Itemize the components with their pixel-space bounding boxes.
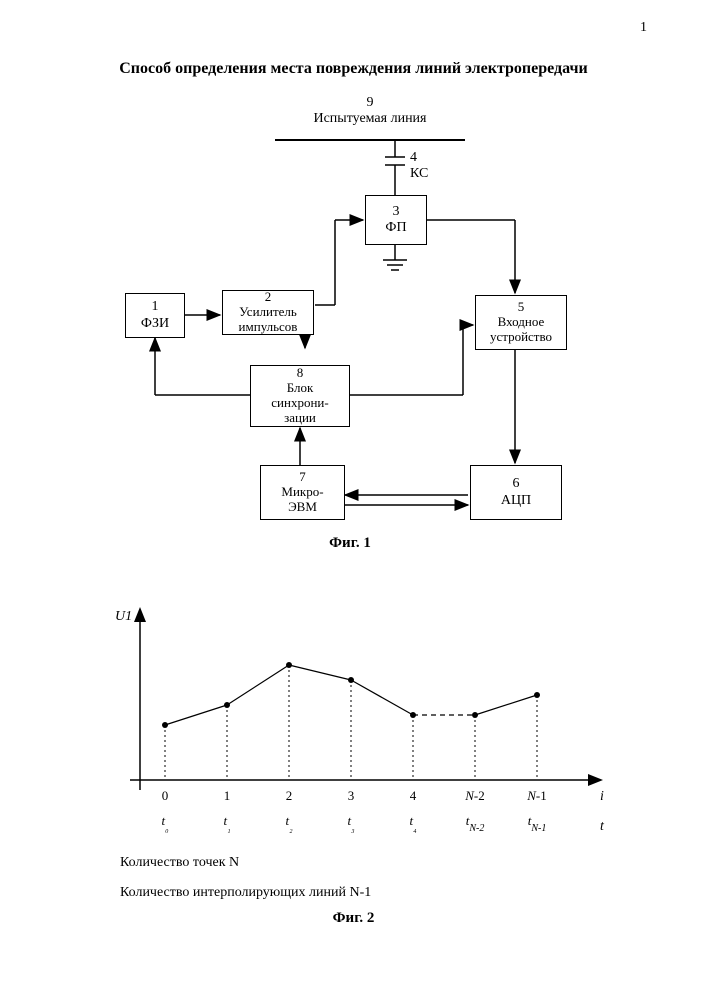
block8-num: 8 [253,366,347,381]
svg-text:4: 4 [410,788,417,803]
figure-2: U1 i t 01234N-2N-1t₀t₁t₂t₃t₄tN-2tN-1 Кол… [100,600,620,860]
block7: 7 Микро- ЭВМ [260,465,345,520]
block6: 6 АЦП [470,465,562,520]
block5-num: 5 [478,300,564,315]
svg-text:t₂: t₂ [285,813,293,834]
svg-text:tN-1: tN-1 [528,813,547,834]
page-number: 1 [640,20,647,36]
fig2-chart: U1 i t 0 1 2 3 4 N-2 N-1 t₀ t₁ t₂ t₃ t₄ tN-2 tN-1 [100,600,620,860]
page: 1 Способ определения места повреждения л… [0,0,707,1000]
block7-text: Микро- ЭВМ [263,485,342,515]
svg-text:0: 0 [162,788,169,803]
svg-text:1: 1 [224,788,231,803]
svg-text:t₃: t₃ [347,813,355,834]
svg-text:t₁: t₁ [223,813,230,834]
block2: 2 Усилитель импульсов [222,290,314,335]
block6-num: 6 [473,476,559,492]
svg-text:t₄: t₄ [409,813,417,834]
y-axis-label: U1 [115,609,132,624]
x-axis-label-i: i [600,789,604,804]
block3-text: ФП [368,220,424,236]
block1-text: ФЗИ [128,316,182,332]
block1-num: 1 [128,299,182,315]
block3-num: 3 [368,204,424,220]
fig2-note2-text: Количество интерполирующих линий N-1 [120,885,371,900]
fig2-note1-text: Количество точек N [120,855,239,870]
block1: 1 ФЗИ [125,293,185,338]
fig2-note2: Количество интерполирующих линий N-1 [120,885,371,901]
fig2-caption: Фиг. 2 [0,910,707,927]
x-axis-label-t: t [600,819,605,834]
figure-1: 9 Испытуемая линия 4 КС [120,95,580,565]
fig1-caption: Фиг. 1 [120,535,580,552]
svg-text:tN-2: tN-2 [466,813,485,834]
block8: 8 Блок синхрони- зации [250,365,350,427]
block3: 3 ФП [365,195,427,245]
block7-num: 7 [263,470,342,485]
block6-text: АЦП [473,493,559,509]
block5: 5 Входное устройство [475,295,567,350]
fig2-note1: Количество точек N [120,855,239,871]
block8-text: Блок синхрони- зации [253,381,347,426]
block2-text: Усилитель импульсов [225,305,311,335]
block5-text: Входное устройство [478,315,564,345]
svg-text:N-2: N-2 [464,788,485,803]
page-title: Способ определения места повреждения лин… [0,60,707,78]
block2-num: 2 [225,290,311,305]
svg-text:t₀: t₀ [161,813,169,834]
svg-text:2: 2 [286,788,293,803]
svg-text:N-1: N-1 [526,788,547,803]
svg-text:3: 3 [348,788,355,803]
